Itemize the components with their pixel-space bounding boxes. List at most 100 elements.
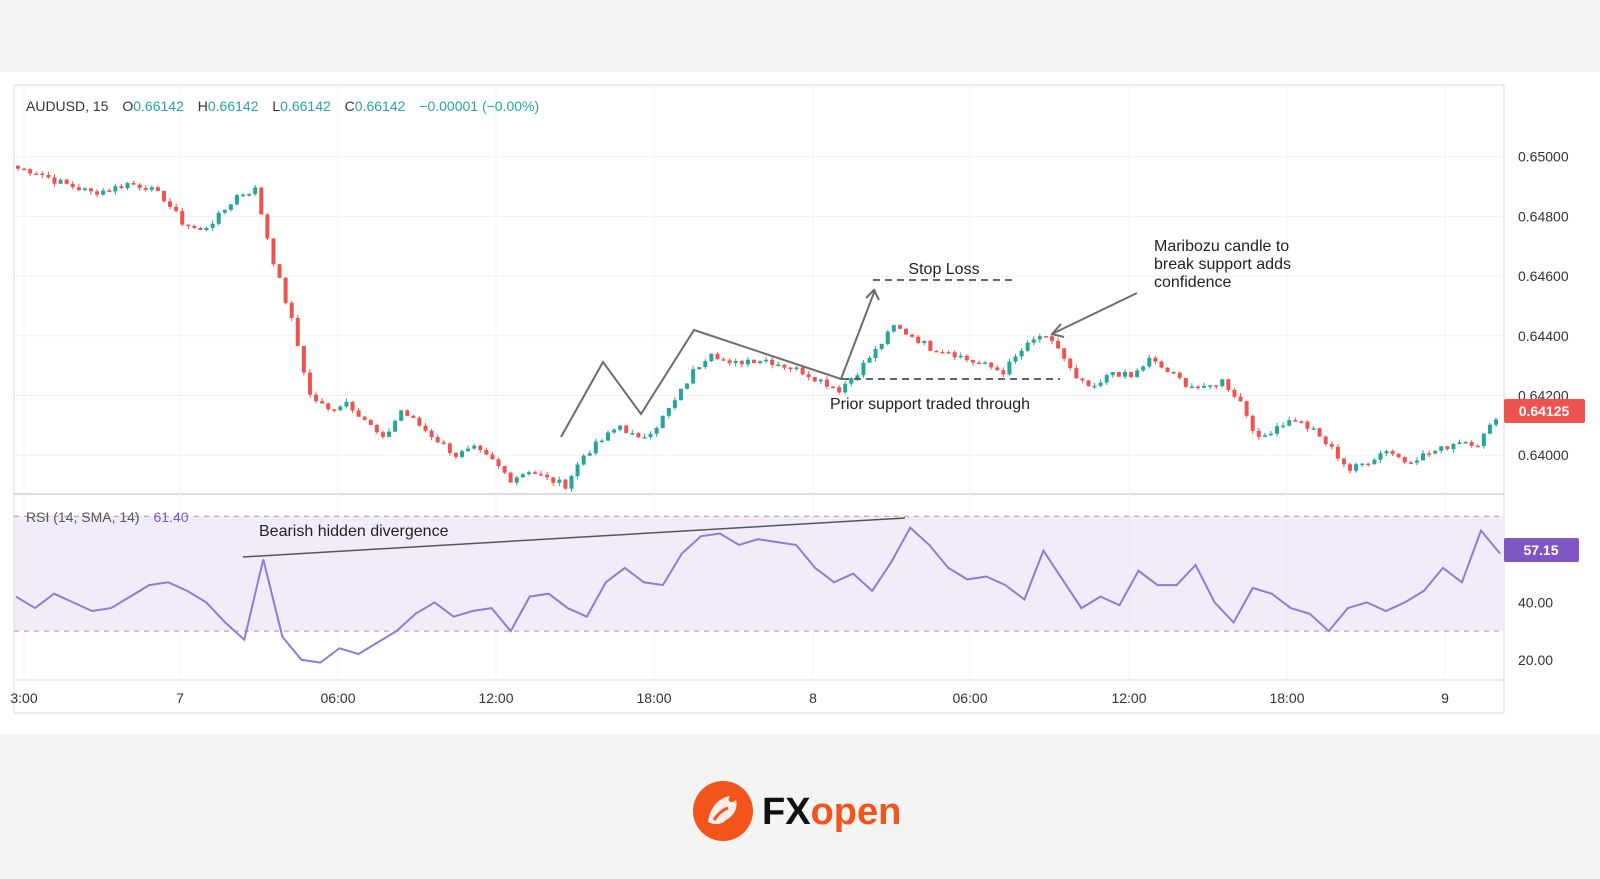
candle-body bbox=[751, 359, 756, 364]
candle-body bbox=[1226, 379, 1231, 390]
candle-body bbox=[1189, 386, 1194, 389]
maribozu-arrow bbox=[1053, 292, 1138, 334]
candle-body bbox=[624, 425, 629, 434]
last-price-badge bbox=[1504, 399, 1585, 423]
candle-body bbox=[1049, 336, 1054, 341]
candle-body bbox=[76, 187, 81, 191]
candle-body bbox=[1378, 453, 1383, 460]
candle-body bbox=[1323, 436, 1328, 445]
candle-body bbox=[484, 450, 489, 455]
candle-body bbox=[198, 227, 203, 231]
candle-body bbox=[1122, 372, 1127, 377]
close-label: C bbox=[345, 98, 355, 114]
candle-body bbox=[776, 364, 781, 367]
candle-body bbox=[709, 353, 714, 362]
candle-body bbox=[58, 179, 63, 184]
candle-body bbox=[1250, 415, 1255, 431]
candle-body bbox=[1421, 453, 1426, 461]
low-value: 0.66142 bbox=[280, 98, 331, 114]
open-label: O bbox=[122, 98, 133, 114]
candle-body bbox=[1001, 370, 1006, 375]
candle-body bbox=[733, 361, 738, 364]
candle-body bbox=[1074, 368, 1079, 379]
trade-annotations: Stop Loss Prior support traded through M… bbox=[560, 238, 1291, 438]
candle-body bbox=[435, 437, 440, 443]
candle-body bbox=[1068, 358, 1073, 369]
candle-body bbox=[101, 190, 106, 195]
candle-body bbox=[380, 432, 385, 437]
candle-body bbox=[916, 336, 921, 343]
candle-body bbox=[277, 264, 282, 278]
candle-body bbox=[1153, 357, 1158, 362]
candle-body bbox=[800, 367, 805, 375]
candle-body bbox=[1487, 424, 1492, 434]
candle-body bbox=[879, 343, 884, 349]
candle-body bbox=[557, 479, 562, 483]
candle-body bbox=[685, 383, 690, 389]
candle-body bbox=[1195, 386, 1200, 389]
candle-body bbox=[338, 406, 343, 411]
candle-body bbox=[1451, 443, 1456, 450]
prior-support-label: Prior support traded through bbox=[830, 396, 1030, 413]
rsi-band-fill bbox=[14, 516, 1504, 632]
candle-body bbox=[1165, 367, 1170, 373]
candle-body bbox=[1220, 379, 1225, 387]
candle-body bbox=[1439, 446, 1444, 451]
maribozu-label-line-2: break support adds bbox=[1154, 256, 1291, 273]
candle-body bbox=[362, 416, 367, 421]
candle-body bbox=[928, 340, 933, 351]
svg-text:FXopen: FXopen bbox=[762, 791, 901, 833]
candle-body bbox=[247, 194, 252, 196]
candle-body bbox=[453, 452, 458, 457]
candle-body bbox=[1214, 385, 1219, 387]
candle-body bbox=[1281, 425, 1286, 428]
candle-body bbox=[910, 334, 915, 337]
candle-body bbox=[460, 451, 465, 457]
candle-body bbox=[520, 474, 525, 478]
fxopen-logo[interactable]: FXopen bbox=[692, 780, 922, 842]
candle-body bbox=[995, 367, 1000, 371]
candle-body bbox=[1354, 464, 1359, 471]
price-tick-label: 0.64800 bbox=[1518, 208, 1569, 224]
candle-body bbox=[283, 277, 288, 303]
candle-body bbox=[788, 367, 793, 370]
candle-body bbox=[532, 472, 537, 474]
chart-canvas[interactable]: 0.650000.648000.646000.644000.642000.640… bbox=[0, 72, 1600, 734]
candle-body bbox=[636, 433, 641, 438]
candle-body bbox=[1268, 433, 1273, 436]
candle-body bbox=[934, 350, 939, 353]
time-axis-ticks: 3:00 7 06:00 12:00 18:00 8 06:00 12:00 18:00 9 bbox=[10, 690, 1449, 706]
candle-body bbox=[1335, 446, 1340, 459]
candle-body bbox=[478, 445, 483, 451]
candle-body bbox=[514, 477, 519, 483]
candle-body bbox=[958, 355, 963, 358]
last-price-badge-text: 0.64125 bbox=[1519, 403, 1570, 419]
candle-body bbox=[1171, 372, 1176, 374]
candle-body bbox=[952, 352, 957, 358]
candle-body bbox=[1481, 433, 1486, 447]
candle-body bbox=[1427, 453, 1432, 455]
candle-body bbox=[1293, 420, 1298, 422]
divergence-label: Bearish hidden divergence bbox=[259, 523, 449, 540]
maribozu-arrowhead bbox=[1050, 323, 1065, 338]
time-tick-label: 12:00 bbox=[1111, 690, 1146, 706]
candle-body bbox=[95, 191, 100, 195]
candle-body bbox=[837, 387, 842, 393]
candle-body bbox=[466, 448, 471, 452]
candle-body bbox=[891, 325, 896, 332]
candle-body bbox=[782, 364, 787, 368]
zigzag-arrowhead bbox=[865, 288, 880, 301]
candle-body bbox=[320, 401, 325, 404]
candle-body bbox=[794, 367, 799, 370]
candle-body bbox=[356, 410, 361, 417]
candle-body bbox=[1062, 348, 1067, 359]
candle-body bbox=[1135, 370, 1140, 378]
time-tick-label: 3:00 bbox=[10, 690, 37, 706]
time-tick-label: 06:00 bbox=[952, 690, 987, 706]
candle-body bbox=[818, 379, 823, 382]
candle-body bbox=[630, 433, 635, 435]
zigzag-pattern-line bbox=[560, 289, 876, 438]
candle-body bbox=[922, 340, 927, 343]
rsi-badge-text: 57.15 bbox=[1523, 542, 1558, 558]
